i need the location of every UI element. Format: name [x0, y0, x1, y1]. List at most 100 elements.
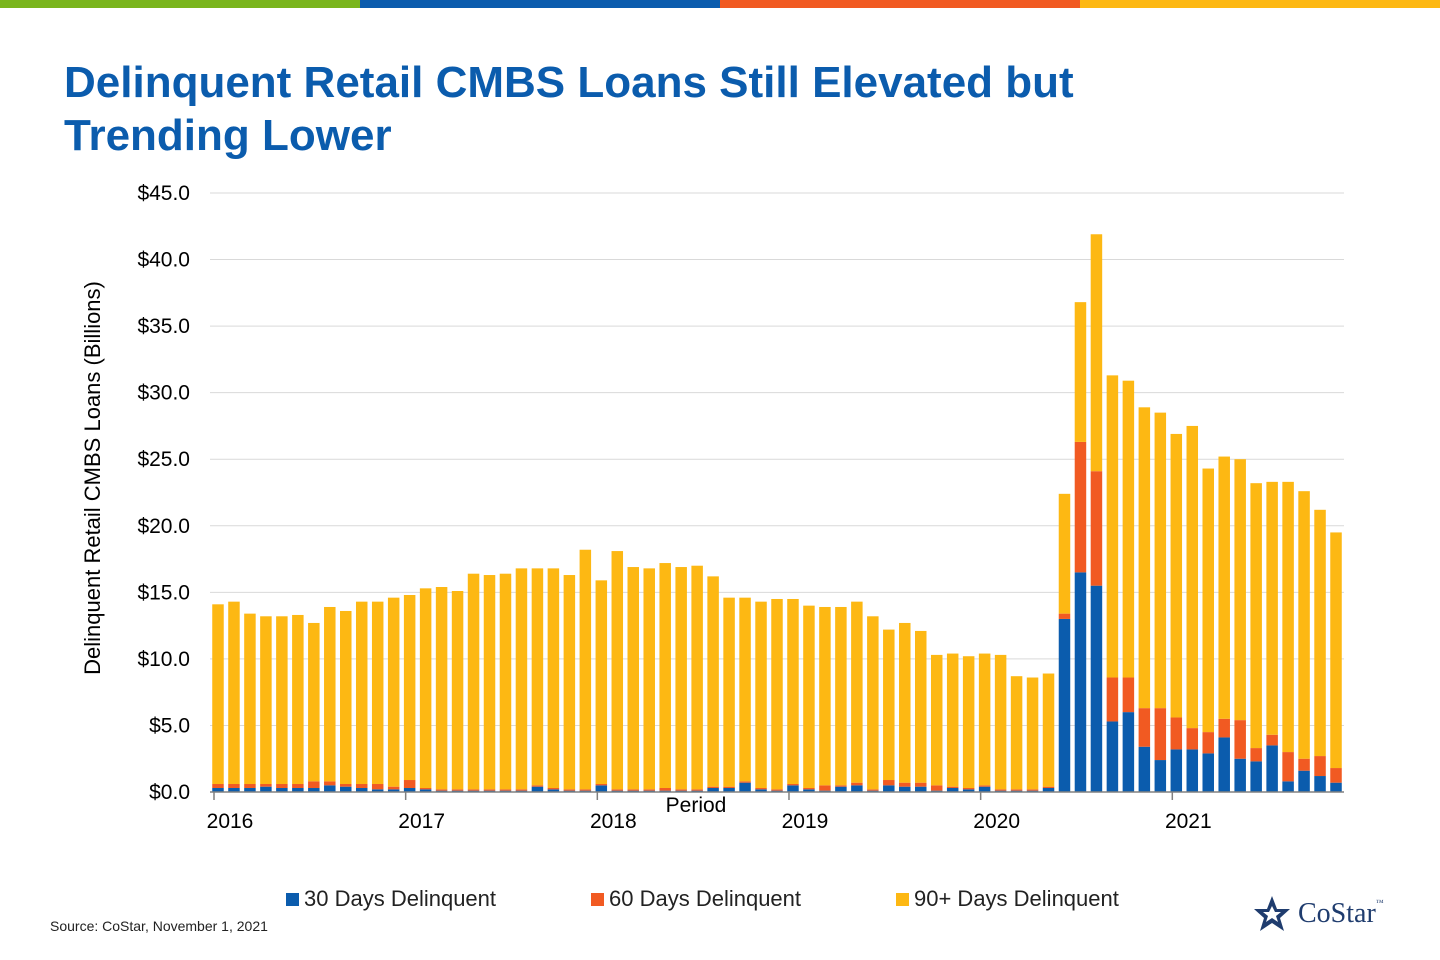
x-axis: 2016 2017 2018 2019 2020 2021: [207, 791, 1344, 833]
bar-segment-90-days: [212, 604, 224, 785]
bar-segment-90-days: [515, 568, 528, 790]
x-tick-label: 2018: [590, 810, 637, 833]
bar-segment-30-days: [1138, 746, 1151, 792]
bar-segment-30-days: [1122, 712, 1135, 792]
bar-segment-90-days: [355, 601, 368, 785]
bar-segment-30-days: [228, 788, 240, 792]
bar-segment-60-days: [371, 784, 384, 790]
bar-segment-30-days: [1234, 758, 1246, 792]
bar-segment-30-days: [962, 789, 975, 792]
bar-segment-90-days: [930, 654, 943, 786]
bar-segment-90-days: [723, 597, 735, 787]
bar-segment-60-days: [1026, 789, 1039, 791]
bar-segment-30-days: [1154, 760, 1167, 792]
logo-trademark: ™: [1375, 898, 1384, 907]
bar-segment-90-days: [1010, 676, 1023, 790]
bar-segment-90-days: [899, 622, 911, 783]
bar-segment-90-days: [276, 616, 288, 785]
bar-segment-90-days: [691, 565, 703, 790]
bar-segment-30-days: [1058, 618, 1071, 792]
bar-segment-90-days: [1282, 481, 1294, 753]
bar-segment-90-days: [755, 601, 767, 789]
bar-segment-90-days: [1234, 459, 1246, 721]
bar-segment-90-days: [883, 629, 895, 781]
chart-legend: 30 Days Delinquent 60 Days Delinquent 90…: [0, 886, 1440, 916]
brand-bar-green: [0, 0, 360, 8]
bar-segment-60-days: [1090, 471, 1103, 586]
bar-segment-30-days: [1042, 788, 1055, 792]
bar-segment-90-days: [292, 614, 304, 785]
bar-segment-60-days: [771, 789, 783, 791]
bar-segment-90-days: [483, 575, 496, 790]
bar-segment-60-days: [515, 789, 528, 791]
bar-segment-60-days: [994, 789, 1007, 791]
bar-segment-30-days: [308, 788, 320, 792]
legend-swatch-60-days: [591, 892, 604, 906]
bar-segment-90-days: [1138, 407, 1151, 709]
legend-label-30-days: 30 Days Delinquent: [304, 886, 497, 911]
bar-segment-60-days: [659, 788, 671, 791]
title-line-1: Delinquent Retail CMBS Loans Still Eleva…: [64, 58, 1074, 107]
bar-segment-60-days: [1122, 677, 1135, 713]
bar-segment-90-days: [1330, 532, 1342, 769]
bar-segment-90-days: [1042, 673, 1055, 787]
x-tick-label: 2021: [1165, 810, 1212, 833]
bar-segment-90-days: [387, 597, 400, 787]
bar-segment-90-days: [1186, 425, 1199, 729]
bar-segment-60-days: [755, 788, 767, 790]
bar-segment-60-days: [228, 784, 240, 788]
title-line-2: Trending Lower: [64, 111, 392, 160]
bar-segment-30-days: [324, 785, 336, 792]
bar-segment-90-days: [1090, 234, 1103, 472]
brand-bar-yellow: [1080, 0, 1440, 8]
bar-segment-60-days: [1250, 748, 1262, 762]
bar-segment-90-days: [627, 567, 639, 790]
bar-segment-30-days: [739, 782, 751, 792]
bar-segment-90-days: [771, 598, 783, 790]
bar-segment-60-days: [1170, 717, 1183, 750]
bar-segment-90-days: [563, 575, 576, 790]
bar-segment-60-days: [803, 788, 815, 790]
bar-segment-30-days: [803, 789, 815, 792]
bar-segment-30-days: [1250, 761, 1262, 792]
x-tick-label: 2016: [207, 810, 254, 833]
bar-segment-90-days: [915, 630, 927, 783]
bar-segment-30-days: [212, 788, 224, 792]
legend-label-90-days: 90+ Days Delinquent: [914, 886, 1119, 911]
bar-segment-90-days: [867, 616, 879, 790]
bar-segment-90-days: [244, 613, 256, 785]
y-axis-tick-labels: $0.0 $5.0 $10.0 $15.0 $20.0 $25.0 $30.0 $35.0 $4…: [137, 182, 190, 804]
y-tick-label: $20.0: [137, 515, 190, 538]
bar-segment-60-days: [675, 789, 687, 791]
brand-bar-blue: [360, 0, 720, 8]
bar-segment-60-days: [1042, 786, 1055, 789]
bar-segment-30-days: [403, 788, 416, 792]
bar-segment-90-days: [787, 598, 799, 785]
bar-segment-60-days: [1186, 728, 1199, 750]
bar-segment-60-days: [403, 780, 416, 789]
bar-segment-60-days: [739, 781, 751, 783]
legend-item-90-days: 90+ Days Delinquent: [896, 886, 1119, 912]
bar-segment-60-days: [435, 789, 448, 791]
bar-segment-90-days: [451, 591, 464, 790]
bar-segment-60-days: [1106, 677, 1119, 722]
bar-segment-60-days: [723, 786, 735, 789]
bar-segment-60-days: [244, 784, 256, 788]
bar-segment-30-days: [883, 785, 895, 792]
bar-segment-60-days: [978, 785, 991, 787]
bar-series: [212, 234, 1342, 792]
bar-segment-30-days: [276, 788, 288, 792]
legend-swatch-90-days: [896, 892, 909, 906]
bar-segment-90-days: [1314, 509, 1326, 757]
bar-segment-60-days: [946, 786, 959, 789]
bar-segment-30-days: [1298, 770, 1310, 792]
bar-segment-30-days: [260, 786, 272, 792]
bar-segment-30-days: [292, 788, 304, 792]
bar-segment-60-days: [899, 782, 911, 787]
bar-segment-60-days: [595, 784, 608, 786]
bar-segment-60-days: [1330, 768, 1342, 783]
bar-segment-30-days: [1170, 749, 1183, 792]
bar-segment-90-days: [371, 601, 384, 785]
bar-segment-90-days: [803, 605, 815, 788]
